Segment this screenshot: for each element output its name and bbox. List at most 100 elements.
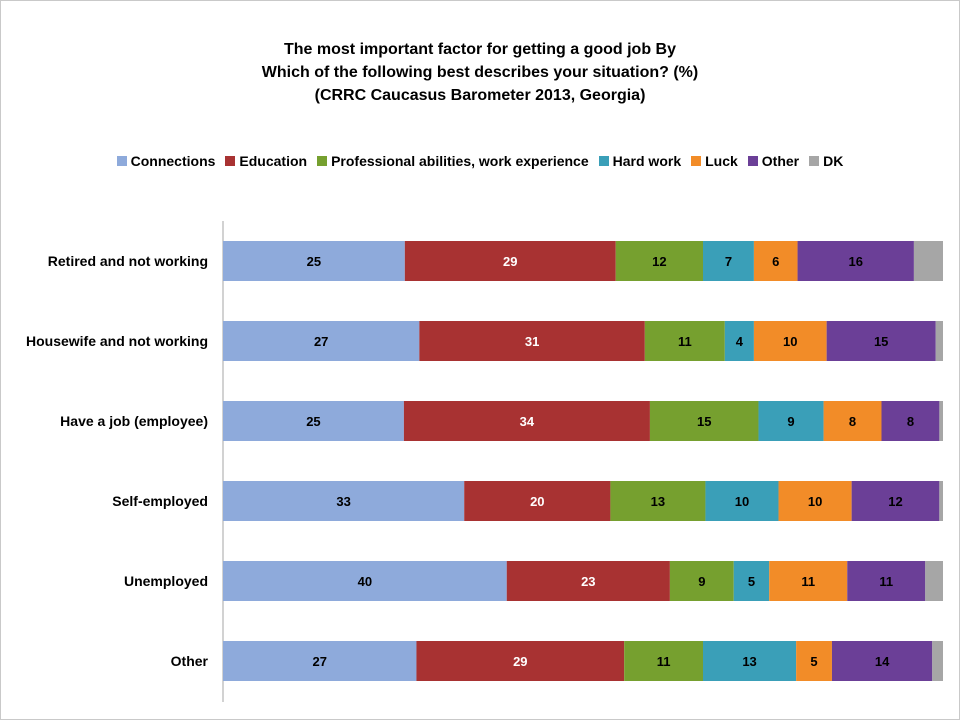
legend-item-luck: Luck [691, 153, 738, 169]
bar-segment [851, 481, 940, 521]
legend-swatch [809, 156, 820, 166]
data-label: 4 [736, 334, 744, 349]
bar-segment [939, 401, 943, 441]
data-label: 11 [879, 574, 893, 589]
legend-item-dk: DK [809, 153, 843, 169]
bar-segment [847, 561, 926, 601]
data-label: 7 [725, 254, 732, 269]
chart-title: The most important factor for getting a … [0, 38, 960, 107]
data-label: 13 [742, 654, 756, 669]
legend-label: Professional abilities, work experience [331, 153, 589, 169]
data-label: 11 [657, 654, 671, 669]
legend-label: Education [239, 153, 308, 169]
data-label: 10 [808, 494, 822, 509]
data-label: 5 [810, 654, 817, 669]
bar-segment [416, 641, 625, 681]
data-label: 9 [698, 574, 705, 589]
data-label: 15 [697, 414, 711, 429]
row-label-self-employed: Self-employed [112, 493, 208, 509]
bar-segment [733, 561, 770, 601]
row-label-employee: Have a job (employee) [60, 413, 208, 429]
bar-segment [913, 241, 943, 281]
bar-segment [223, 321, 420, 361]
bar-segment [506, 561, 670, 601]
bar-segment [223, 561, 507, 601]
bar-segment [419, 321, 645, 361]
data-label: 11 [801, 574, 815, 589]
bar-segment [753, 241, 798, 281]
legend-item-professional-abilities: Professional abilities, work experience [317, 153, 589, 169]
bar-segment [823, 401, 882, 441]
data-label: 25 [307, 254, 321, 269]
legend-swatch [116, 156, 127, 166]
title-line-1: The most important factor for getting a … [284, 41, 676, 58]
data-label: 33 [336, 494, 350, 509]
bar-segment [932, 641, 943, 681]
legend-item-education: Education [225, 153, 307, 169]
legend-label: Connections [130, 153, 216, 169]
bar-segment [705, 481, 779, 521]
row-label-housewife: Housewife and not working [25, 333, 208, 349]
bar-segment [649, 401, 759, 441]
legend-swatch [691, 156, 702, 166]
data-label: 29 [503, 254, 517, 269]
data-label: 9 [787, 414, 794, 429]
row-label-retired: Retired and not working [47, 253, 208, 269]
bar-segment [624, 641, 703, 681]
legend-label: Luck [705, 153, 738, 169]
data-label: 40 [358, 574, 372, 589]
legend-label: Hard work [612, 153, 682, 169]
data-label: 5 [748, 574, 755, 589]
bar-segment [778, 481, 852, 521]
bar-segment [935, 321, 943, 361]
bar-segment [831, 641, 933, 681]
data-label: 12 [888, 494, 902, 509]
legend-item-other: Other [747, 153, 800, 169]
title-line-2: Which of the following best describes yo… [261, 64, 699, 81]
bar-segment [881, 401, 940, 441]
title-line-3: (CRRC Caucasus Barometer 2013, Georgia) [314, 87, 646, 104]
legend-swatch [317, 156, 328, 166]
bar-segment [703, 241, 754, 281]
data-label: 15 [874, 334, 888, 349]
data-label: 11 [678, 334, 692, 349]
legend-label: DK [823, 153, 844, 169]
data-label: 10 [735, 494, 749, 509]
bar-segment [404, 241, 616, 281]
data-label: 14 [875, 654, 890, 669]
data-label: 12 [652, 254, 666, 269]
bar-segment [223, 401, 404, 441]
legend-item-connections: Connections [116, 153, 216, 169]
data-label: 6 [772, 254, 779, 269]
bar-segment [797, 241, 914, 281]
bar-segment [610, 481, 706, 521]
data-label: 16 [848, 254, 862, 269]
bar-segment [615, 241, 703, 281]
data-label: 31 [525, 334, 539, 349]
data-label: 13 [651, 494, 665, 509]
bar-segment [703, 641, 797, 681]
bar-segment [826, 321, 936, 361]
bar-segment [644, 321, 725, 361]
data-label: 25 [306, 414, 320, 429]
row-label-other: Other [170, 653, 208, 669]
legend-label: Other [761, 153, 800, 169]
data-label: 8 [849, 414, 856, 429]
legend-item-hard-work: Hard work [598, 153, 682, 169]
data-label: 10 [783, 334, 797, 349]
data-label: 34 [520, 414, 535, 429]
data-label: 29 [513, 654, 527, 669]
data-label: 23 [581, 574, 595, 589]
bar-segment [769, 561, 848, 601]
bar-segment [758, 401, 824, 441]
bar-segment [796, 641, 832, 681]
legend-swatch [598, 156, 609, 166]
data-label: 20 [530, 494, 544, 509]
data-label: 27 [314, 334, 328, 349]
bar-segment [753, 321, 827, 361]
bar-segment [223, 481, 465, 521]
bar-segment [939, 481, 943, 521]
bar-segment [724, 321, 754, 361]
bar-segment [223, 641, 417, 681]
